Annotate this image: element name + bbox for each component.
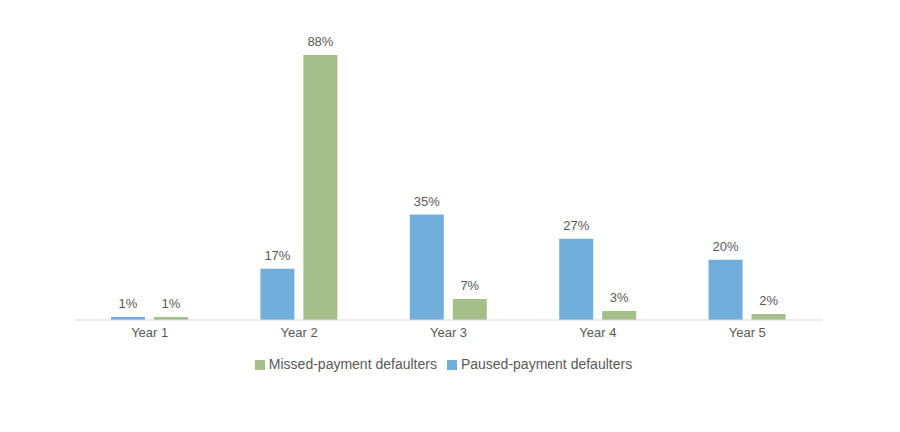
- svg-text:1%: 1%: [162, 296, 181, 311]
- svg-text:2%: 2%: [759, 293, 778, 308]
- svg-text:3%: 3%: [610, 290, 629, 305]
- svg-text:17%: 17%: [264, 248, 290, 263]
- svg-text:7%: 7%: [460, 278, 479, 293]
- html-text:Missed-payment defaulters: Missed-payment defaulters: [268, 356, 437, 372]
- svg-text:20%: 20%: [713, 239, 739, 254]
- svg-text:88%: 88%: [307, 34, 333, 49]
- svg-text:Year 3: Year 3: [430, 325, 467, 340]
- svg-text:Year 5: Year 5: [729, 325, 766, 340]
- svg-text:27%: 27%: [563, 218, 589, 233]
- svg-text:35%: 35%: [414, 194, 440, 209]
- html-text:Paused-payment defaulters: Paused-payment defaulters: [460, 356, 633, 372]
- svg-text:Year 4: Year 4: [579, 325, 616, 340]
- svg-text:1%: 1%: [119, 296, 138, 311]
- svg-text:Year 2: Year 2: [281, 325, 318, 340]
- svg-text:Year 1: Year 1: [131, 325, 168, 340]
